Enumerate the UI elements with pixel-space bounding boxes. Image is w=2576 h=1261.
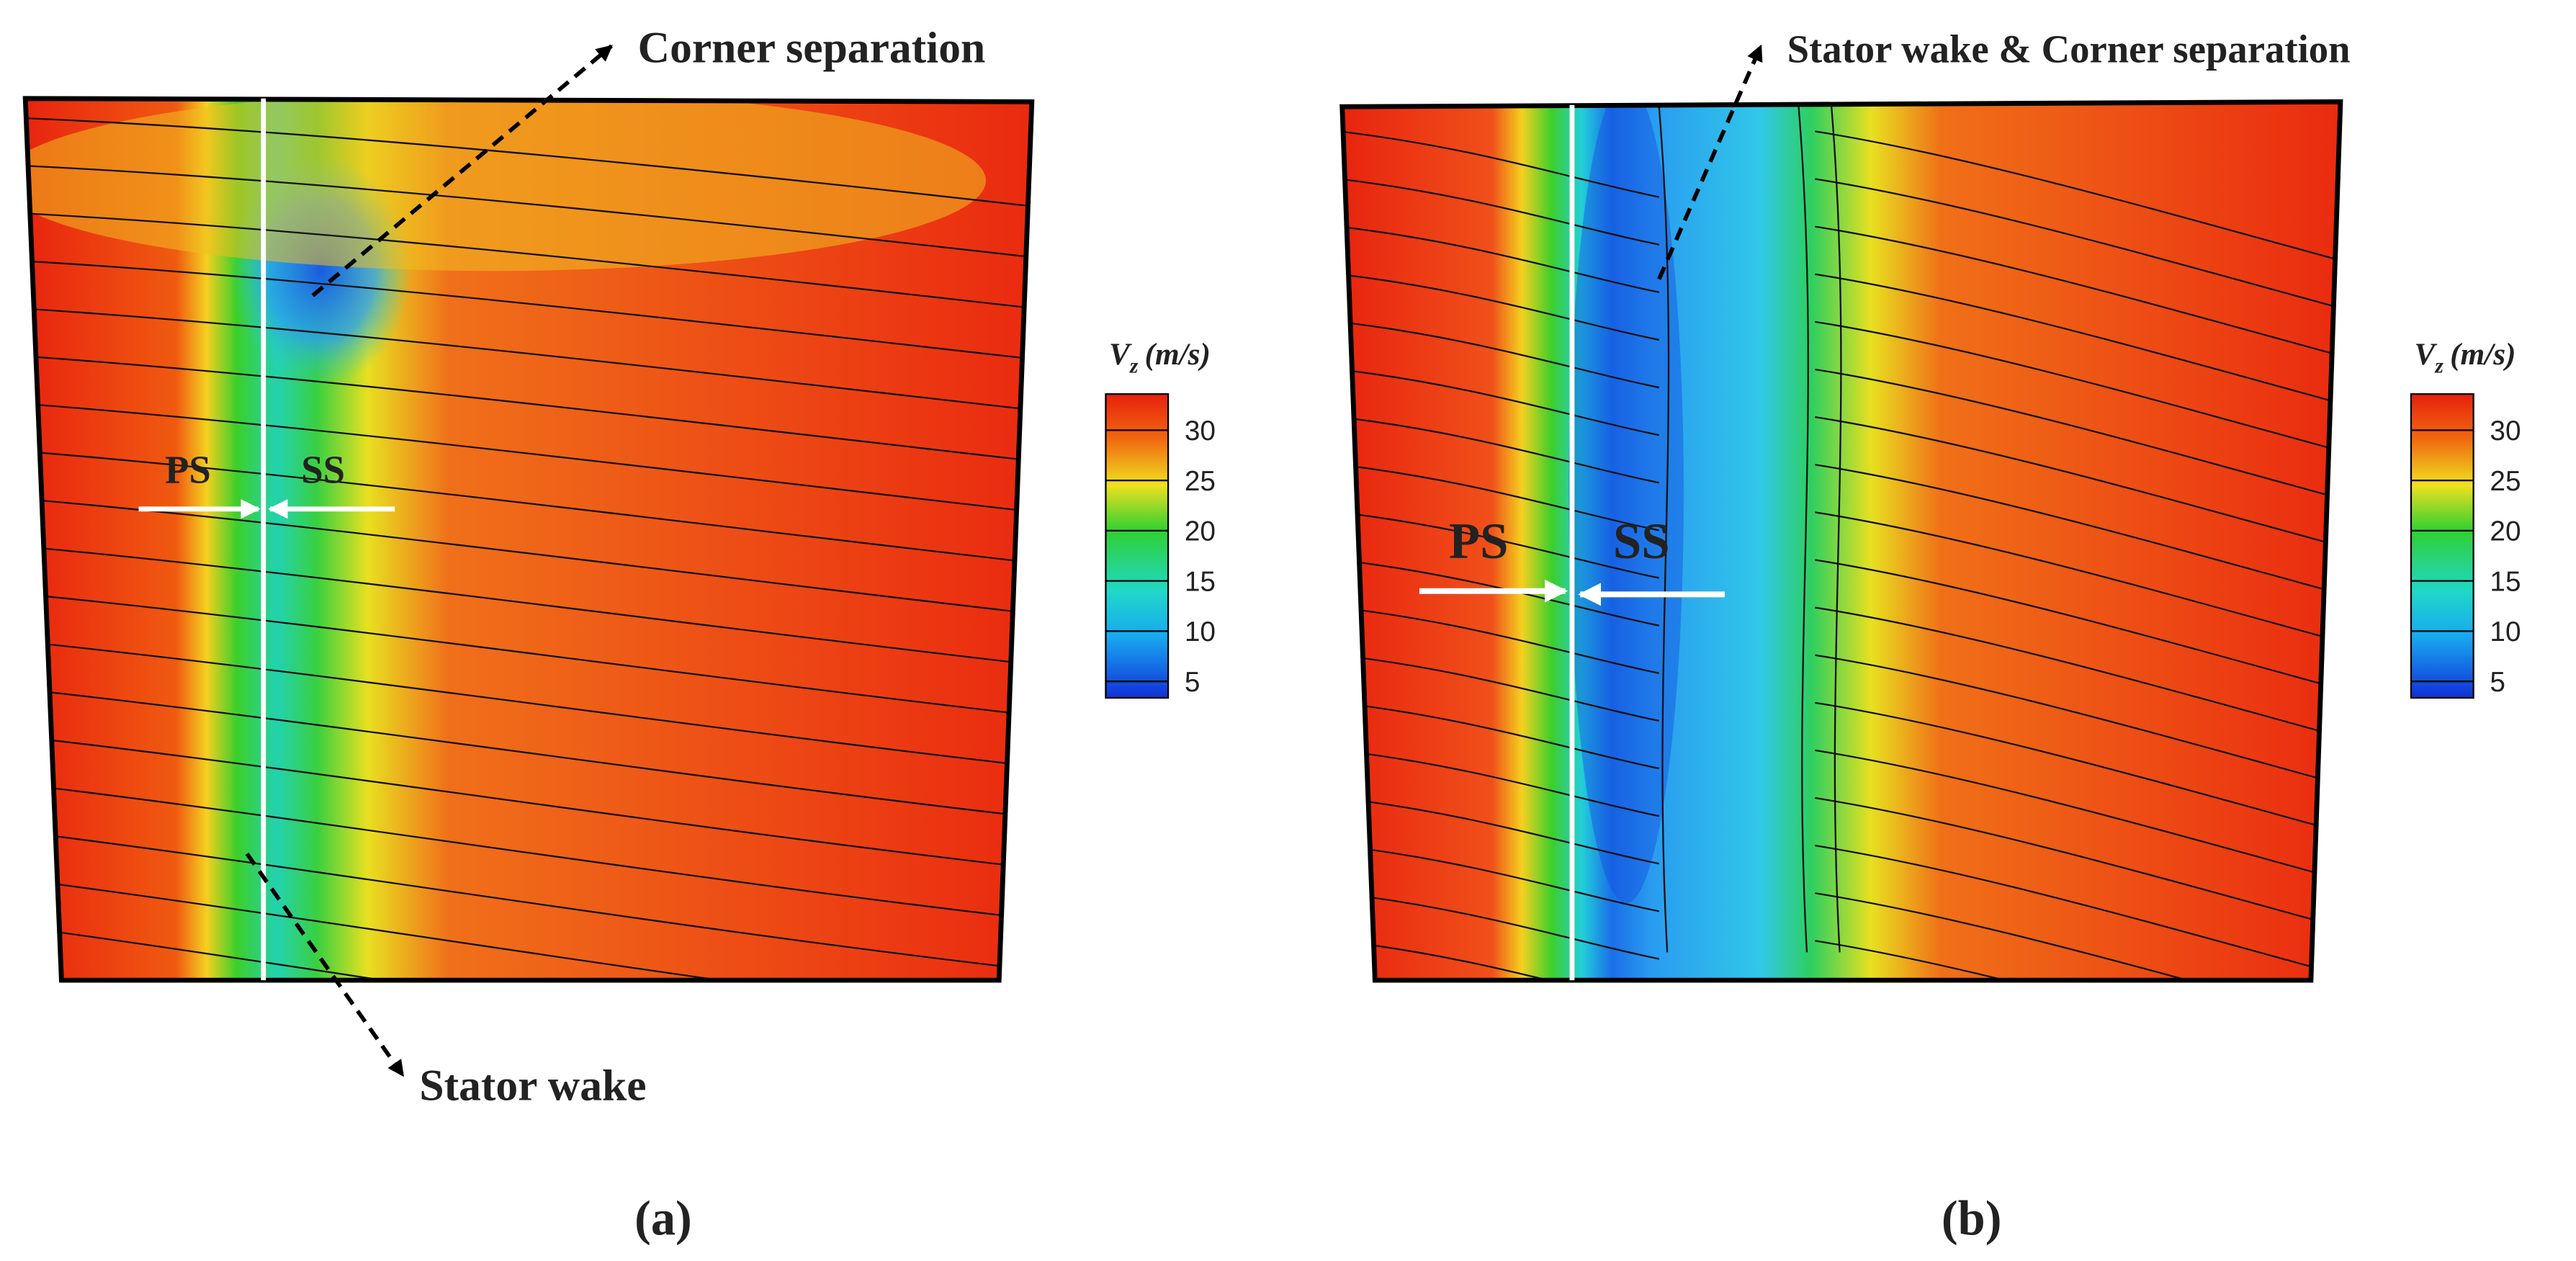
streamline [1342,701,1659,770]
contour-b [1342,102,2341,981]
streamline [1815,464,2341,597]
streamline [1658,107,1670,953]
colorbar-title: Vz (m/s) [2415,337,2516,377]
colorbar-tick-label: 15 [2490,566,2521,597]
streamline [25,355,1032,465]
streamline [1815,511,2341,645]
streamline [1815,606,2341,740]
streamline [1815,701,2341,835]
unit: (m/s) [1145,337,1211,372]
streamline [25,927,1032,981]
panel-label: (a) [634,1191,692,1246]
streamline [25,641,1032,770]
annotation: Stator wake [419,1062,646,1110]
streamline [25,450,1032,566]
colorbar [2410,393,2474,699]
streamline [25,117,1032,210]
colorbar-tick-label: 10 [2490,616,2521,647]
streamline [1342,320,1659,389]
streamline [1815,892,2341,981]
streamline [1342,749,1659,817]
streamline [1815,845,2341,978]
streamline [1815,654,2341,788]
contour-a [25,98,1032,981]
streamline [25,688,1032,820]
annotation-arrow [311,44,613,297]
streamline [25,308,1032,413]
streamline [25,212,1032,312]
streamline [25,831,1032,973]
streamline [25,260,1032,362]
ss-label: SS [1613,513,1670,570]
streamline [25,403,1032,515]
streamline [1815,559,2341,692]
streamline [1815,273,2341,407]
unit: (m/s) [2450,337,2516,372]
frame [1339,99,2343,983]
colorbar-tick-label: 30 [2490,416,2521,446]
streamline [1831,107,1842,953]
streamline [1342,416,1659,484]
colorbar-tick-label: 20 [2490,516,2521,547]
streamline [1815,749,2341,883]
streamline [1798,107,1809,953]
colorbar-tick-label: 5 [2490,667,2505,698]
streamline [1342,130,1659,198]
streamline [1342,511,1659,579]
subscript: z [2434,355,2443,378]
symbol: V [1109,337,1132,372]
streamline [1815,225,2341,359]
tip-region [25,98,986,272]
streamline [25,736,1032,871]
streamline [1815,416,2341,549]
symbol: V [2415,337,2438,372]
streamline [1342,464,1659,531]
panel-label: (b) [1942,1191,2002,1246]
subscript: z [1129,355,1139,378]
colorbar-tick-label: 25 [2490,466,2521,497]
annotation: Stator wake & Corner separation [1787,27,2351,71]
colorbar-tick-label: 30 [1185,416,1216,446]
colorbar-tick-label: 25 [1185,466,1216,497]
colorbar-tick-label: 5 [1185,667,1201,698]
colorbar-title: Vz (m/s) [1109,337,1211,377]
ss-label: SS [301,447,345,491]
annotation: Corner separation [638,24,986,73]
streamline [1342,796,1659,865]
streamline [1342,273,1659,341]
streamline [1342,606,1659,674]
streamline [25,498,1032,617]
streamline [25,593,1032,719]
streamline [1342,654,1659,722]
frame [22,96,1035,983]
ps-label: PS [1449,513,1508,570]
streamline [25,784,1032,923]
streamline [25,165,1032,261]
streamline [1815,940,2341,981]
colorbar [1105,393,1170,699]
streamline [1815,320,2341,454]
streamline [1342,225,1659,293]
streamline [1342,845,1659,912]
streamline [1815,178,2341,312]
colorbar-tick-label: 20 [1185,516,1216,547]
ps-label: PS [165,447,211,491]
streamline [1815,796,2341,930]
streamline [1342,892,1659,960]
streamline [1342,940,1659,981]
colorbar-tick-label: 10 [1185,616,1216,647]
colorbar-tick-label: 15 [1185,566,1216,597]
streamline [1815,368,2341,502]
streamline [1342,178,1659,246]
streamline [1815,130,2341,264]
annotation-arrow [245,852,405,1077]
streamline [25,879,1032,981]
streamline [1342,368,1659,436]
low-speed-region [1569,102,1684,903]
streamline [25,546,1032,668]
